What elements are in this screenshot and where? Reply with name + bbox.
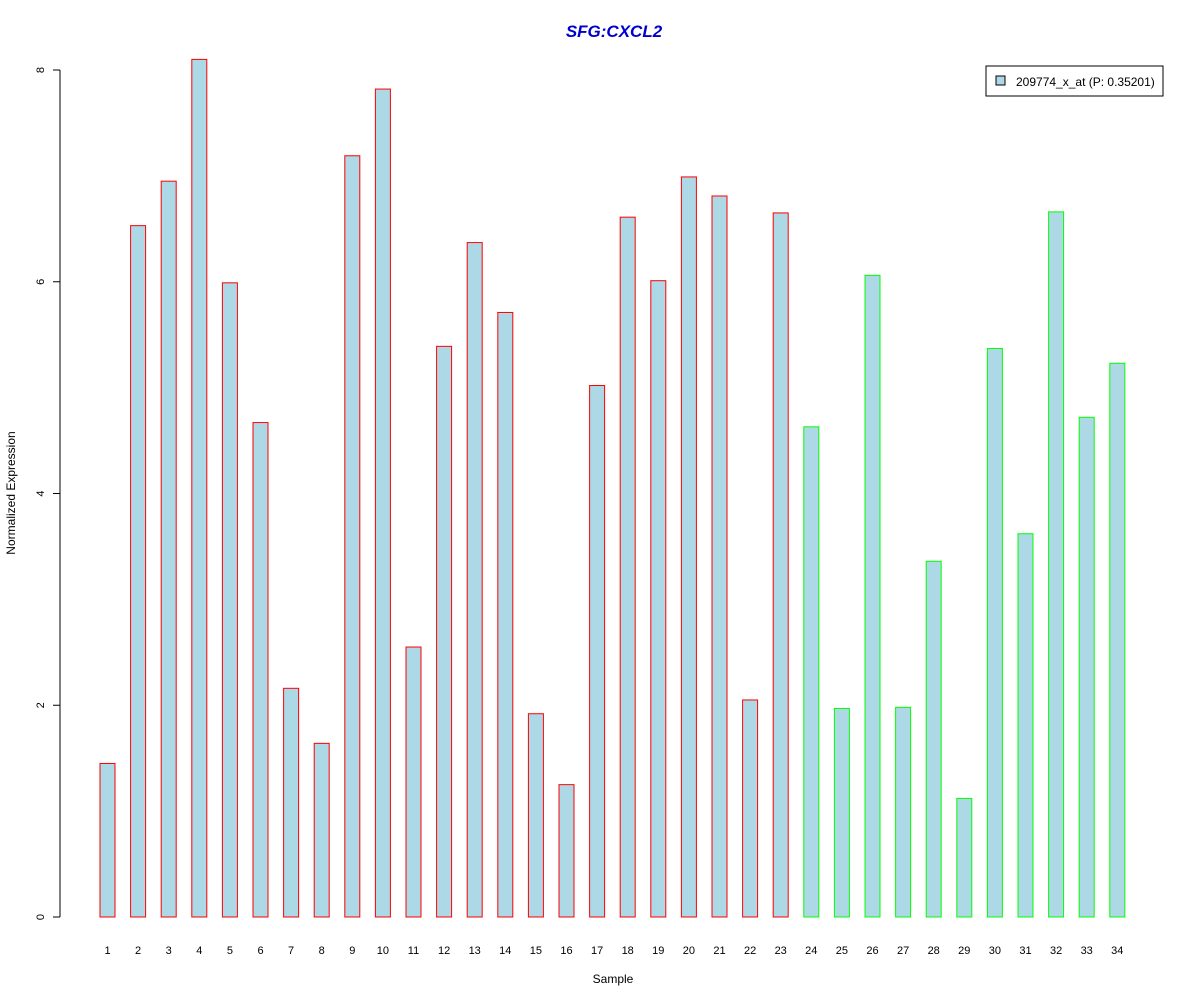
bar-sample-11 xyxy=(405,646,422,918)
x-tick-labels: 1 2 3 4 5 6 7 8 9 10 11 12 13 14 15 16 17 18 19 20 21 22 23 24 2… xyxy=(104,945,1123,957)
x-tick-label: 25 xyxy=(836,945,848,957)
x-tick-label: 29 xyxy=(958,945,970,957)
legend: 209774_x_at (P: 0.35201) xyxy=(985,65,1164,97)
x-tick-label: 9 xyxy=(349,945,355,957)
bar-sample-8 xyxy=(313,742,330,918)
legend-label: 209774_x_at (P: 0.35201) xyxy=(1016,75,1155,89)
chart-title: SFG:CXCL2 xyxy=(566,22,663,41)
bar-sample-20 xyxy=(680,176,697,918)
bar-sample-27 xyxy=(895,706,912,918)
bar-sample-12 xyxy=(436,345,453,918)
x-tick-label: 32 xyxy=(1050,945,1062,957)
bar-sample-22 xyxy=(742,699,759,918)
bar-sample-19 xyxy=(650,280,667,918)
y-tick-label: 0 xyxy=(35,914,47,920)
x-tick-label: 5 xyxy=(227,945,233,957)
x-tick-label: 14 xyxy=(499,945,511,957)
bar-sample-16 xyxy=(558,784,575,918)
bar-sample-24 xyxy=(803,426,820,918)
x-tick-label: 31 xyxy=(1019,945,1031,957)
x-tick-label: 34 xyxy=(1111,945,1123,957)
bar-sample-4 xyxy=(191,58,208,918)
bar-sample-7 xyxy=(283,687,300,918)
bar-sample-13 xyxy=(466,242,483,918)
x-tick-label: 3 xyxy=(166,945,172,957)
x-tick-label: 1 xyxy=(104,945,110,957)
bar-sample-32 xyxy=(1048,211,1065,918)
y-axis: 0 2 4 6 8 xyxy=(35,67,61,920)
bar-sample-10 xyxy=(374,88,391,918)
x-tick-label: 21 xyxy=(713,945,725,957)
bar-sample-9 xyxy=(344,155,361,918)
x-tick-label: 16 xyxy=(560,945,572,957)
x-tick-label: 28 xyxy=(928,945,940,957)
bar-sample-30 xyxy=(986,347,1003,918)
y-tick-label: 8 xyxy=(35,67,47,73)
bar-sample-31 xyxy=(1017,533,1034,918)
x-tick-label: 18 xyxy=(622,945,634,957)
bar-sample-3 xyxy=(160,180,177,918)
x-tick-label: 33 xyxy=(1081,945,1093,957)
x-tick-label: 2 xyxy=(135,945,141,957)
x-tick-label: 7 xyxy=(288,945,294,957)
bar-sample-23 xyxy=(772,212,789,918)
bar-sample-6 xyxy=(252,422,269,918)
bar-sample-15 xyxy=(527,713,544,918)
bars xyxy=(99,58,1126,918)
y-tick-label: 2 xyxy=(35,702,47,708)
x-tick-label: 17 xyxy=(591,945,603,957)
x-tick-label: 13 xyxy=(469,945,481,957)
y-tick-label: 6 xyxy=(35,279,47,285)
legend-box xyxy=(985,65,1164,97)
bar-sample-5 xyxy=(221,282,238,918)
x-tick-label: 26 xyxy=(866,945,878,957)
x-tick-label: 19 xyxy=(652,945,664,957)
x-tick-label: 10 xyxy=(377,945,389,957)
x-tick-label: 4 xyxy=(196,945,202,957)
y-tick-label: 4 xyxy=(35,490,47,496)
x-tick-label: 11 xyxy=(408,945,419,957)
bar-sample-26 xyxy=(864,274,881,918)
x-tick-label: 30 xyxy=(989,945,1001,957)
bar-sample-21 xyxy=(711,195,728,918)
legend-swatch xyxy=(995,75,1006,86)
bar-sample-2 xyxy=(130,225,147,918)
x-tick-label: 8 xyxy=(319,945,325,957)
y-axis-label: Normalized Expression xyxy=(4,431,18,554)
bar-sample-29 xyxy=(956,797,973,918)
x-axis-label: Sample xyxy=(593,972,634,986)
bar-sample-1 xyxy=(99,762,116,918)
x-tick-label: 23 xyxy=(775,945,787,957)
x-tick-label: 27 xyxy=(897,945,909,957)
bar-sample-17 xyxy=(589,385,606,918)
bar-sample-25 xyxy=(833,707,850,918)
bar-sample-28 xyxy=(925,560,942,918)
x-tick-label: 15 xyxy=(530,945,542,957)
x-tick-label: 24 xyxy=(805,945,817,957)
x-tick-label: 20 xyxy=(683,945,695,957)
bar-sample-34 xyxy=(1109,362,1126,918)
bar-sample-18 xyxy=(619,216,636,918)
bar-sample-14 xyxy=(497,311,514,918)
x-tick-label: 22 xyxy=(744,945,756,957)
x-tick-label: 6 xyxy=(257,945,263,957)
bar-sample-33 xyxy=(1078,416,1095,918)
x-tick-label: 12 xyxy=(438,945,450,957)
